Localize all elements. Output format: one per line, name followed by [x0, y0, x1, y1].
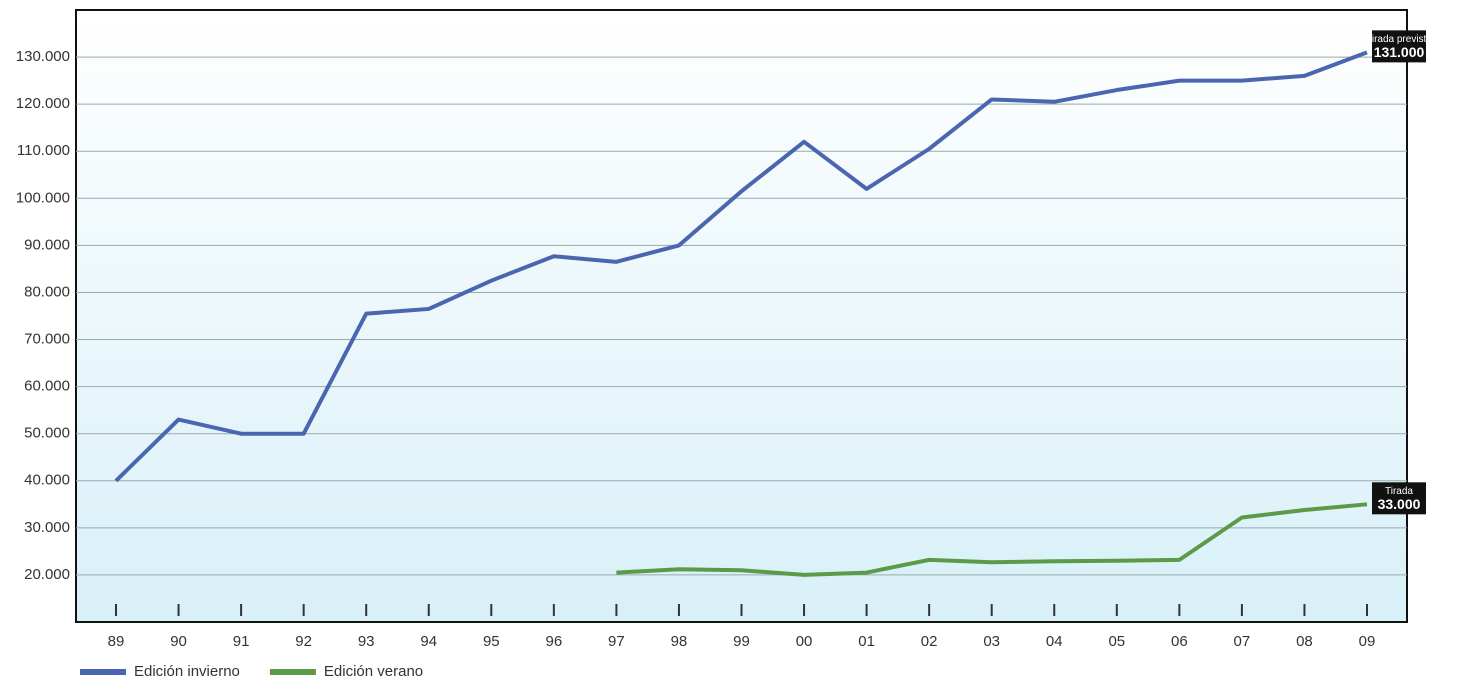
y-tick-label: 130.000: [16, 48, 70, 65]
x-tick-label: 02: [921, 633, 938, 650]
y-tick-label: 120.000: [16, 95, 70, 112]
y-tick-label: 50.000: [24, 425, 70, 442]
y-tick-label: 70.000: [24, 331, 70, 348]
x-tick-label: 04: [1046, 633, 1063, 650]
y-tick-label: 80.000: [24, 283, 70, 300]
legend-label: Edición invierno: [134, 663, 240, 680]
x-tick-label: 90: [170, 633, 187, 650]
annotation-box: [1372, 30, 1426, 63]
x-tick-label: 99: [733, 633, 750, 650]
x-tick-label: 07: [1234, 633, 1251, 650]
y-tick-label: 20.000: [24, 566, 70, 583]
x-tick-label: 92: [295, 633, 312, 650]
x-tick-label: 95: [483, 633, 500, 650]
x-tick-label: 97: [608, 633, 625, 650]
annotation-title: Tirada: [1385, 486, 1413, 497]
y-tick-label: 30.000: [24, 519, 70, 536]
legend-label: Edición verano: [324, 663, 423, 680]
y-tick-label: 40.000: [24, 472, 70, 489]
y-tick-label: 100.000: [16, 189, 70, 206]
x-tick-label: 06: [1171, 633, 1188, 650]
series-line: [114, 50, 1368, 483]
annotation-box: [1372, 482, 1426, 515]
x-tick-label: 09: [1359, 633, 1376, 650]
y-tick-label: 60.000: [24, 378, 70, 395]
annotation-title: Tirada prevista: [1366, 34, 1432, 45]
y-tick-label: 90.000: [24, 236, 70, 253]
x-tick-label: 08: [1296, 633, 1313, 650]
x-tick-label: 98: [671, 633, 688, 650]
x-tick-label: 05: [1108, 633, 1125, 650]
y-tick-label: 110.000: [17, 142, 70, 159]
annotation-text: 131.000: [1374, 44, 1425, 60]
plot-area: [75, 9, 1408, 623]
x-tick-label: 03: [983, 633, 1000, 650]
x-tick-label: 00: [796, 633, 813, 650]
legend-swatch: [269, 669, 316, 675]
x-tick-label: 94: [420, 633, 437, 650]
x-tick-label: 91: [233, 633, 250, 650]
x-tick-label: 89: [108, 633, 125, 650]
legend-swatch: [80, 669, 126, 675]
annotation-text: 33.000: [1378, 496, 1421, 512]
x-tick-label: 93: [358, 633, 375, 650]
series-line: [616, 502, 1368, 577]
x-tick-label: 01: [858, 633, 875, 650]
x-tick-label: 96: [546, 633, 563, 650]
